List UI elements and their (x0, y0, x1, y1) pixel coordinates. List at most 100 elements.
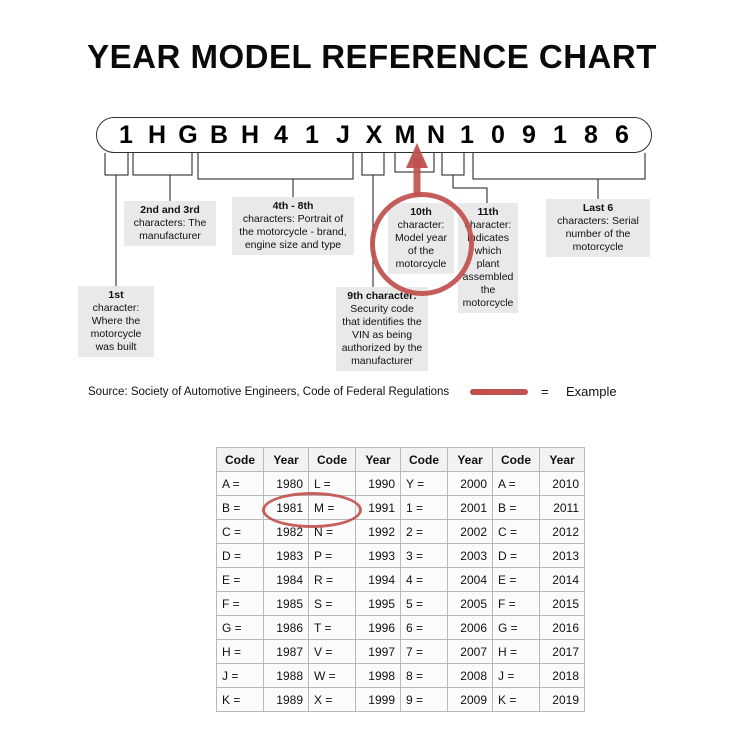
note-4th-8th-characters: 4th - 8th characters: Portrait of the mo… (232, 197, 354, 255)
vin-char-13: 0 (491, 120, 505, 149)
vin-char-5: H (240, 120, 260, 149)
cell-year-4-3: 1994 (355, 567, 401, 592)
cell-year-2-1: 1982 (263, 519, 309, 544)
col-header-year-4: Year (539, 447, 585, 472)
vin-character-row: 1 H G B H 4 1 J X M N 1 0 9 1 8 6 (97, 118, 651, 152)
cell-code-9-6: K = (492, 687, 540, 712)
col-header-year-1: Year (263, 447, 309, 472)
year-code-table-body: A = 1980 L = 1990 Y = 2000 A = 2010 B = 1981 M = 19… (216, 471, 585, 712)
vin-char-2: H (147, 120, 167, 149)
cell-year-4-1: 1984 (263, 567, 309, 592)
cell-year-7-3: 1997 (355, 639, 401, 664)
year-code-table-wrapper: Code Year Code Year Code Year Code Year … (216, 447, 585, 712)
cell-code-1-4: 1 = (400, 495, 448, 520)
cell-year-6-1: 1986 (263, 615, 309, 640)
cell-code-7-4: 7 = (400, 639, 448, 664)
cell-code-5-0: F = (216, 591, 264, 616)
cell-year-5-5: 2005 (447, 591, 493, 616)
cell-year-1-3: 1991 (355, 495, 401, 520)
cell-code-5-6: F = (492, 591, 540, 616)
cell-year-1-5: 2001 (447, 495, 493, 520)
vin-char-12: 1 (460, 120, 474, 149)
vin-char-11: N (426, 120, 446, 149)
note-1st-character-title: 1st (108, 289, 124, 301)
cell-code-5-4: 5 = (400, 591, 448, 616)
cell-code-0-0: A = (216, 471, 264, 496)
table-row: J = 1988 W = 1998 8 = 2008 J = 2018 (216, 663, 585, 688)
bracket-1st-character (104, 153, 129, 176)
note-1st-character: 1st character: Where the motorcycle was … (78, 286, 154, 357)
cell-year-8-5: 2008 (447, 663, 493, 688)
cell-code-0-2: L = (308, 471, 356, 496)
cell-year-3-3: 1993 (355, 543, 401, 568)
cell-code-4-6: E = (492, 567, 540, 592)
note-9th-character: 9th character: Security code that identi… (336, 287, 428, 371)
table-row: K = 1989 X = 1999 9 = 2009 K = 2019 (216, 687, 585, 712)
cell-year-9-7: 2019 (539, 687, 585, 712)
cell-code-2-6: C = (492, 519, 540, 544)
cell-year-3-7: 2013 (539, 543, 585, 568)
cell-code-6-0: G = (216, 615, 264, 640)
note-11th-character-title: 11th (477, 206, 499, 218)
table-row: F = 1985 S = 1995 5 = 2005 F = 2015 (216, 591, 585, 616)
vin-char-6: 4 (274, 120, 288, 149)
cell-year-6-5: 2006 (447, 615, 493, 640)
cell-year-3-1: 1983 (263, 543, 309, 568)
cell-code-4-2: R = (308, 567, 356, 592)
col-header-year-2: Year (355, 447, 401, 472)
cell-year-7-7: 2017 (539, 639, 585, 664)
note-1st-character-body: character: Where the motorcycle was buil… (90, 302, 142, 353)
vin-capsule: 1 H G B H 4 1 J X M N 1 0 9 1 8 6 (96, 117, 652, 153)
vin-char-15: 1 (553, 120, 567, 149)
vin-char-10: M (394, 120, 416, 149)
vin-char-3: G (178, 120, 198, 149)
bracket-10th-character (394, 153, 435, 173)
page-title: YEAR MODEL REFERENCE CHART (87, 38, 657, 75)
cell-year-2-3: 1992 (355, 519, 401, 544)
cell-year-6-7: 2016 (539, 615, 585, 640)
note-last-6-characters: Last 6 characters: Serial number of the … (546, 199, 650, 257)
bracket-4th-8th (197, 153, 354, 180)
cell-year-0-1: 1980 (263, 471, 309, 496)
table-row: D = 1983 P = 1993 3 = 2003 D = 2013 (216, 543, 585, 568)
note-4th-8th-body: characters: Portrait of the motorcycle -… (239, 213, 347, 251)
note-9th-character-body: Security code that identifies the VIN as… (341, 303, 423, 367)
cell-code-8-0: J = (216, 663, 264, 688)
cell-code-7-2: V = (308, 639, 356, 664)
cell-year-9-3: 1999 (355, 687, 401, 712)
cell-code-3-6: D = (492, 543, 540, 568)
table-row: A = 1980 L = 1990 Y = 2000 A = 2010 (216, 471, 585, 496)
col-header-code-3: Code (400, 447, 448, 472)
cell-code-8-4: 8 = (400, 663, 448, 688)
year-code-table: Code Year Code Year Code Year Code Year … (216, 447, 585, 712)
cell-code-2-2: N = (308, 519, 356, 544)
cell-year-4-5: 2004 (447, 567, 493, 592)
cell-code-8-2: W = (308, 663, 356, 688)
table-row: E = 1984 R = 1994 4 = 2004 E = 2014 (216, 567, 585, 592)
col-header-code-1: Code (216, 447, 264, 472)
cell-year-7-5: 2007 (447, 639, 493, 664)
cell-year-5-1: 1985 (263, 591, 309, 616)
bracket-last-6 (472, 153, 646, 180)
cell-code-4-4: 4 = (400, 567, 448, 592)
note-last-6-title: Last 6 (582, 202, 614, 214)
cell-code-9-0: K = (216, 687, 264, 712)
vin-char-17: 6 (615, 120, 629, 149)
note-4th-8th-title: 4th - 8th (272, 200, 314, 212)
cell-code-6-6: G = (492, 615, 540, 640)
cell-code-4-0: E = (216, 567, 264, 592)
table-row: G = 1986 T = 1996 6 = 2006 G = 2016 (216, 615, 585, 640)
cell-code-7-6: H = (492, 639, 540, 664)
table-row: H = 1987 V = 1997 7 = 2007 H = 2017 (216, 639, 585, 664)
cell-code-9-4: 9 = (400, 687, 448, 712)
vin-char-1: 1 (119, 120, 133, 149)
cell-year-9-1: 1989 (263, 687, 309, 712)
cell-code-3-4: 3 = (400, 543, 448, 568)
cell-year-2-5: 2002 (447, 519, 493, 544)
cell-code-3-2: P = (308, 543, 356, 568)
cell-year-0-7: 2010 (539, 471, 585, 496)
cell-year-5-3: 1995 (355, 591, 401, 616)
cell-year-0-5: 2000 (447, 471, 493, 496)
legend-red-line-swatch (470, 389, 528, 395)
legend-label: Example (566, 384, 617, 399)
